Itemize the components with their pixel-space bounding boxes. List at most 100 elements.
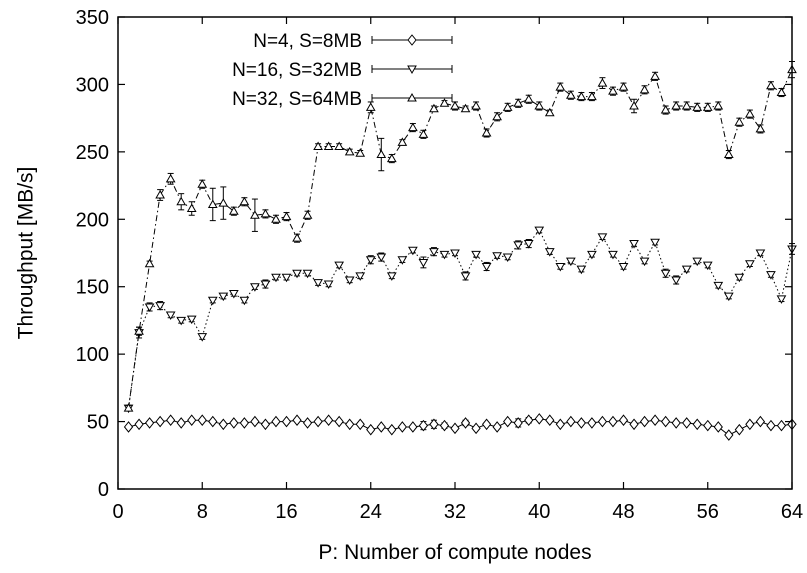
x-tick-label: 8 <box>197 501 208 523</box>
data-point <box>492 421 502 433</box>
data-point <box>776 419 787 432</box>
y-axis-label: Throughput [MB/s] <box>15 167 38 340</box>
data-point <box>239 417 250 429</box>
data-point <box>218 418 228 431</box>
data-point <box>534 100 545 110</box>
data-point <box>176 316 187 326</box>
series-2 <box>123 226 797 414</box>
data-point <box>608 250 618 260</box>
x-tick-label: 48 <box>612 501 634 523</box>
legend-marker <box>407 65 417 75</box>
data-point <box>766 80 776 90</box>
data-point <box>281 211 292 221</box>
y-tick-label: 250 <box>76 142 109 164</box>
data-point <box>155 415 165 428</box>
data-point <box>334 141 345 150</box>
data-point <box>376 253 387 263</box>
legend: N=4, S=8MB N=16, S=32MB N=32, S=64MB <box>232 31 453 110</box>
series-line <box>128 418 793 436</box>
data-point <box>144 417 155 429</box>
data-point <box>323 141 334 150</box>
data-point <box>608 86 618 95</box>
data-point <box>460 272 471 281</box>
data-point <box>418 419 429 432</box>
x-tick-label: 32 <box>444 501 466 523</box>
data-point <box>260 280 271 290</box>
data-point <box>155 302 165 311</box>
data-point <box>387 423 397 436</box>
data-point <box>597 233 608 242</box>
data-point <box>239 296 250 306</box>
data-point <box>376 149 387 159</box>
data-point <box>745 418 755 431</box>
data-point <box>713 421 723 433</box>
data-point <box>376 421 386 433</box>
legend-label: N=16, S=32MB <box>232 60 362 81</box>
data-point <box>692 418 702 431</box>
data-point <box>355 148 366 157</box>
data-point <box>302 210 313 219</box>
data-point <box>660 105 671 114</box>
data-point <box>745 109 755 118</box>
data-point <box>134 418 144 431</box>
data-point <box>218 292 229 302</box>
data-point <box>166 414 176 427</box>
data-point <box>734 423 744 436</box>
series-3 <box>123 61 797 412</box>
data-point <box>281 273 292 283</box>
data-point <box>755 123 766 133</box>
data-point <box>207 199 218 208</box>
data-point <box>292 414 302 427</box>
data-point <box>671 276 682 285</box>
data-point <box>639 84 650 94</box>
data-point <box>355 272 366 281</box>
data-point <box>523 240 534 249</box>
data-point <box>723 149 734 159</box>
data-point <box>260 208 271 218</box>
data-point <box>365 256 376 265</box>
legend-marker <box>407 34 417 46</box>
data-point <box>544 107 555 117</box>
data-point <box>502 102 513 111</box>
data-point <box>271 415 281 428</box>
data-point <box>302 417 313 429</box>
data-point <box>682 417 692 429</box>
data-point <box>408 246 418 256</box>
data-point <box>450 422 460 435</box>
data-point <box>587 250 597 260</box>
data-point <box>366 423 376 436</box>
data-point <box>450 249 460 259</box>
data-point <box>734 273 745 283</box>
data-point <box>187 414 197 427</box>
y-tick-label: 50 <box>87 412 109 434</box>
data-point <box>144 258 155 268</box>
y-tick-label: 100 <box>76 344 109 366</box>
data-point <box>239 196 250 206</box>
data-point <box>503 415 513 428</box>
data-point <box>587 417 597 429</box>
data-point <box>344 146 355 156</box>
data-point <box>313 415 323 428</box>
data-point <box>207 296 218 306</box>
data-point <box>481 127 492 137</box>
data-point <box>618 414 629 427</box>
data-point <box>481 262 492 272</box>
data-point <box>281 415 292 428</box>
data-point <box>250 283 260 292</box>
data-point <box>471 250 481 260</box>
data-point <box>766 419 776 432</box>
data-point <box>492 111 502 121</box>
data-point <box>502 253 513 263</box>
data-point <box>302 269 313 279</box>
series-line <box>128 229 793 409</box>
data-point <box>650 414 660 427</box>
data-point <box>345 418 355 431</box>
data-point <box>639 415 650 428</box>
data-point <box>565 90 576 99</box>
x-tick-label: 0 <box>112 501 123 523</box>
data-point <box>766 271 776 280</box>
data-point <box>260 418 271 431</box>
data-point <box>629 100 639 110</box>
data-point <box>228 289 239 299</box>
data-point <box>292 269 302 279</box>
